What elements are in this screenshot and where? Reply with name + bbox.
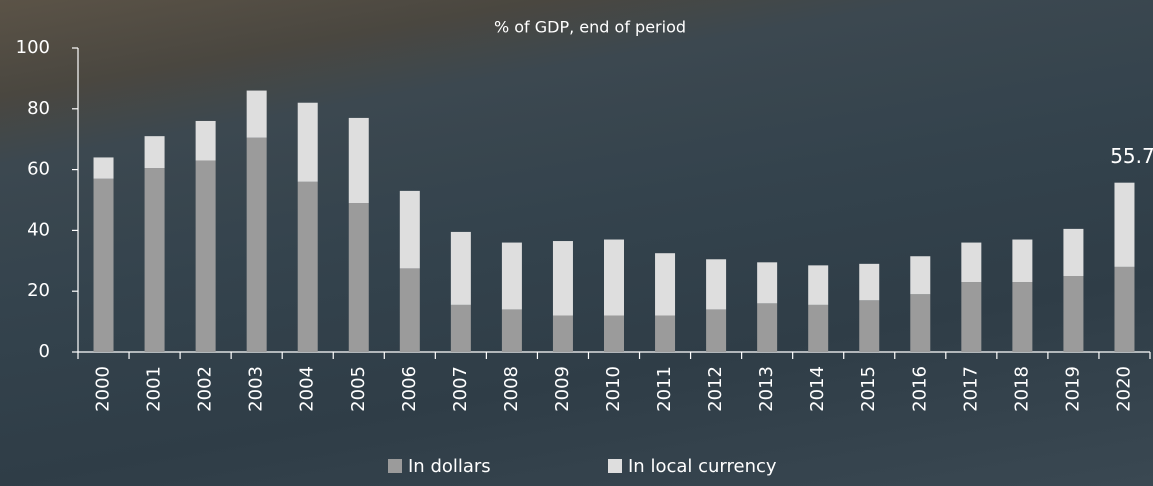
bar-segment (910, 256, 930, 294)
bar-segment (706, 309, 726, 352)
legend-swatch (388, 459, 402, 473)
bar-segment (1114, 183, 1134, 267)
y-tick-label: 100 (16, 37, 50, 58)
bar-segment (400, 268, 420, 352)
x-tick-label: 2003 (246, 366, 267, 412)
y-tick-label: 20 (27, 280, 50, 301)
bar-segment (553, 241, 573, 315)
bar-segment (298, 103, 318, 182)
bar-segment (451, 232, 471, 305)
bar-segment (247, 91, 267, 138)
bar-segment (1012, 282, 1032, 352)
bar-segment (808, 265, 828, 305)
x-tick-label: 2007 (450, 366, 471, 412)
bar-segment (1063, 229, 1083, 276)
total-label: 55.7 (1110, 144, 1153, 168)
bar-segment (655, 253, 675, 315)
x-tick-label: 2008 (501, 366, 522, 412)
bar-segment (655, 316, 675, 352)
bar-segment (502, 309, 522, 352)
x-tick-label: 2000 (93, 366, 114, 412)
x-tick-label: 2009 (552, 366, 573, 412)
bar-segment (247, 138, 267, 352)
x-tick-label: 2004 (297, 366, 318, 412)
x-tick-label: 2019 (1062, 366, 1083, 412)
x-tick-label: 2012 (705, 366, 726, 412)
legend-label: In local currency (628, 456, 777, 477)
bar-segment (196, 160, 216, 352)
bar-segment (604, 316, 624, 352)
bar-segment (1063, 276, 1083, 352)
bar-segment (145, 168, 165, 352)
x-tick-label: 2010 (603, 366, 624, 412)
legend-swatch (608, 459, 622, 473)
x-tick-label: 2017 (960, 366, 981, 412)
bar-segment (910, 294, 930, 352)
bar-segment (349, 203, 369, 352)
chart-title: % of GDP, end of period (494, 18, 686, 37)
bar-segment (757, 303, 777, 352)
bar-segment (757, 262, 777, 303)
x-tick-label: 2005 (348, 366, 369, 412)
y-tick-label: 80 (27, 98, 50, 119)
bar-segment (706, 259, 726, 309)
bar-segment (196, 121, 216, 161)
bar-segment (859, 300, 879, 352)
x-tick-label: 2016 (909, 366, 930, 412)
x-tick-label: 2013 (756, 366, 777, 412)
bar-segment (145, 136, 165, 168)
bar-segment (808, 305, 828, 352)
bar-segment (298, 182, 318, 352)
legend-label: In dollars (408, 456, 491, 477)
y-tick-label: 60 (27, 159, 50, 180)
bar-segment (94, 179, 114, 352)
x-tick-label: 2001 (144, 366, 165, 412)
bar-segment (961, 282, 981, 352)
bar-segment (604, 240, 624, 316)
bar-segment (1012, 240, 1032, 283)
x-tick-label: 2018 (1011, 366, 1032, 412)
bar-segment (961, 243, 981, 283)
bar-segment (553, 316, 573, 352)
screen: % of GDP, end of period 0 20 40 60 80 100 2000… (0, 0, 1153, 486)
bar-segment (1114, 267, 1134, 352)
x-tick-label: 2014 (807, 366, 828, 412)
bar-segment (400, 191, 420, 269)
x-tick-label: 2015 (858, 366, 879, 412)
bar-segment (349, 118, 369, 203)
bar-segment (451, 305, 471, 352)
x-tick-label: 2002 (195, 366, 216, 412)
y-tick-label: 40 (27, 219, 50, 240)
bar-segment (859, 264, 879, 300)
x-tick-label: 2011 (654, 366, 675, 412)
x-tick-label: 2020 (1113, 366, 1134, 412)
bar-segment (94, 157, 114, 178)
x-tick-label: 2006 (399, 366, 420, 412)
chart: % of GDP, end of period 0 20 40 60 80 100 2000… (0, 0, 1153, 486)
y-tick-label: 0 (39, 341, 50, 362)
bar-segment (502, 243, 522, 310)
